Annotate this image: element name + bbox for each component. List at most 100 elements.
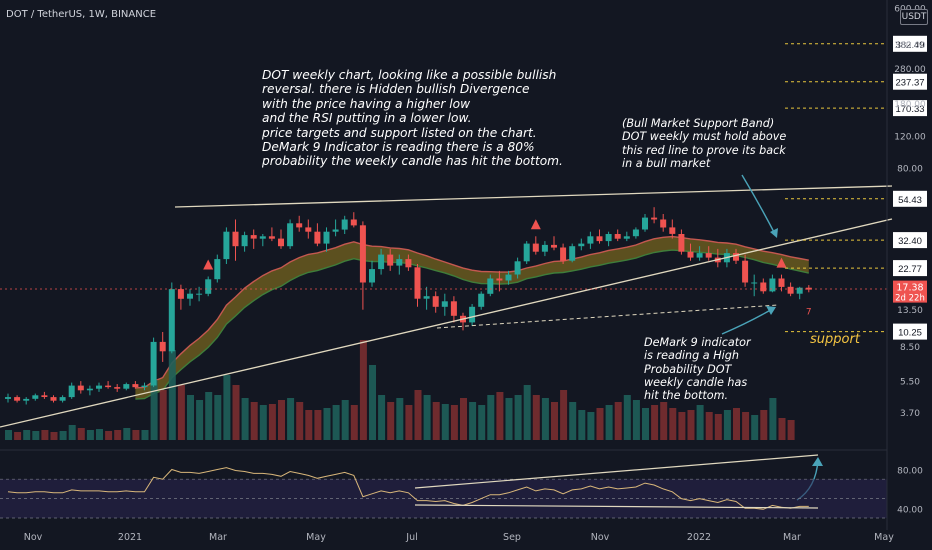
volume-bar — [496, 392, 504, 440]
volume-bar — [760, 410, 768, 440]
candle-body — [787, 286, 794, 294]
price-axis-label: 13.50 — [897, 306, 923, 316]
demark-arrow-head — [766, 306, 776, 315]
volume-bar — [778, 418, 786, 440]
candle — [205, 276, 212, 297]
volume-bar — [405, 405, 413, 440]
price-target-label: 237.37 — [895, 78, 924, 89]
candle — [733, 248, 739, 264]
candle-body — [105, 385, 112, 388]
volume-bar — [723, 410, 731, 440]
candle — [614, 229, 621, 242]
candle — [196, 286, 203, 302]
time-axis-label: May — [874, 532, 894, 543]
candle-body — [687, 251, 694, 258]
band-arrow-head — [770, 228, 778, 238]
candle-body — [287, 223, 294, 247]
volume-bar — [523, 385, 531, 440]
candle — [23, 397, 30, 405]
volume-bar — [587, 412, 595, 440]
candle — [214, 254, 221, 283]
candle — [696, 246, 703, 261]
candle — [41, 391, 48, 399]
rsi-upper-trendline — [414, 454, 819, 489]
volume-bar — [660, 402, 668, 440]
candle — [596, 229, 603, 244]
price-axis-label: 380.00 — [894, 41, 926, 51]
candle-body — [450, 301, 457, 316]
candle-body — [378, 254, 385, 270]
volume-bar — [50, 432, 58, 440]
candle — [296, 215, 303, 232]
rsi-line — [7, 467, 809, 510]
dashed-support-line — [436, 304, 779, 329]
resistance-trendline — [174, 185, 893, 208]
candle — [59, 395, 66, 403]
volume-bar — [187, 395, 194, 440]
volume-bar — [14, 432, 22, 440]
candle — [432, 291, 439, 313]
volume-bar — [68, 425, 76, 440]
candle — [705, 246, 712, 261]
volume-bar — [387, 402, 395, 440]
volume-bar — [487, 395, 495, 440]
candle — [514, 257, 521, 279]
candle — [805, 285, 812, 293]
candle-body — [414, 267, 421, 299]
candle — [305, 219, 312, 239]
candle — [660, 214, 667, 232]
candle-body — [259, 236, 266, 239]
candle-body — [278, 238, 284, 247]
volume-bar — [350, 405, 358, 440]
current-price-label: 17.38 — [896, 283, 923, 294]
candle-body — [469, 306, 476, 323]
candle-body — [560, 247, 567, 261]
time-axis-label: Nov — [591, 532, 610, 543]
volume-bar — [578, 410, 586, 440]
candle — [532, 236, 539, 255]
candle — [560, 243, 567, 264]
price-target-badge — [893, 260, 927, 277]
rsi-pane: 80.00 40.00 — [0, 454, 923, 519]
volume-bar — [605, 405, 613, 440]
candle-body — [432, 296, 439, 307]
candle-body — [678, 234, 685, 252]
price-axis-label: 8.50 — [900, 343, 920, 353]
candle — [359, 221, 366, 310]
volume-bar — [532, 395, 540, 440]
band-arrow — [741, 174, 777, 237]
candle — [441, 293, 448, 316]
rising-support-trendline — [0, 218, 893, 428]
currency-selector[interactable]: USDT — [900, 9, 928, 25]
candle — [50, 395, 57, 403]
candle-body — [241, 235, 248, 247]
candle-body — [660, 219, 667, 228]
candle-body — [596, 236, 603, 242]
price-target-label: 170.33 — [895, 104, 924, 115]
candle-body — [150, 341, 157, 386]
price-target-label: 32.40 — [898, 236, 922, 247]
candle-body — [587, 236, 594, 244]
candle-body — [396, 259, 403, 266]
candle-body — [805, 287, 812, 290]
chart-title: DOT / TetherUS, 1W, BINANCE — [6, 9, 157, 20]
volume-bar — [323, 408, 331, 440]
volume-bar — [596, 408, 604, 440]
volume-bar — [250, 402, 258, 440]
candle-body — [505, 274, 512, 281]
candle — [86, 385, 93, 396]
candle — [232, 219, 239, 261]
price-axis-label: 180.00 — [894, 100, 926, 110]
candle-body — [268, 236, 275, 239]
candle-body — [405, 259, 412, 268]
volume-bar — [414, 390, 422, 440]
volume-bar — [359, 340, 367, 440]
band-top-line — [135, 235, 809, 389]
candle-body — [232, 231, 239, 247]
candle-body — [532, 243, 539, 252]
volume-bar — [314, 410, 322, 440]
candle-body — [123, 384, 130, 389]
candle — [132, 381, 139, 389]
price-target-badge — [893, 232, 927, 249]
